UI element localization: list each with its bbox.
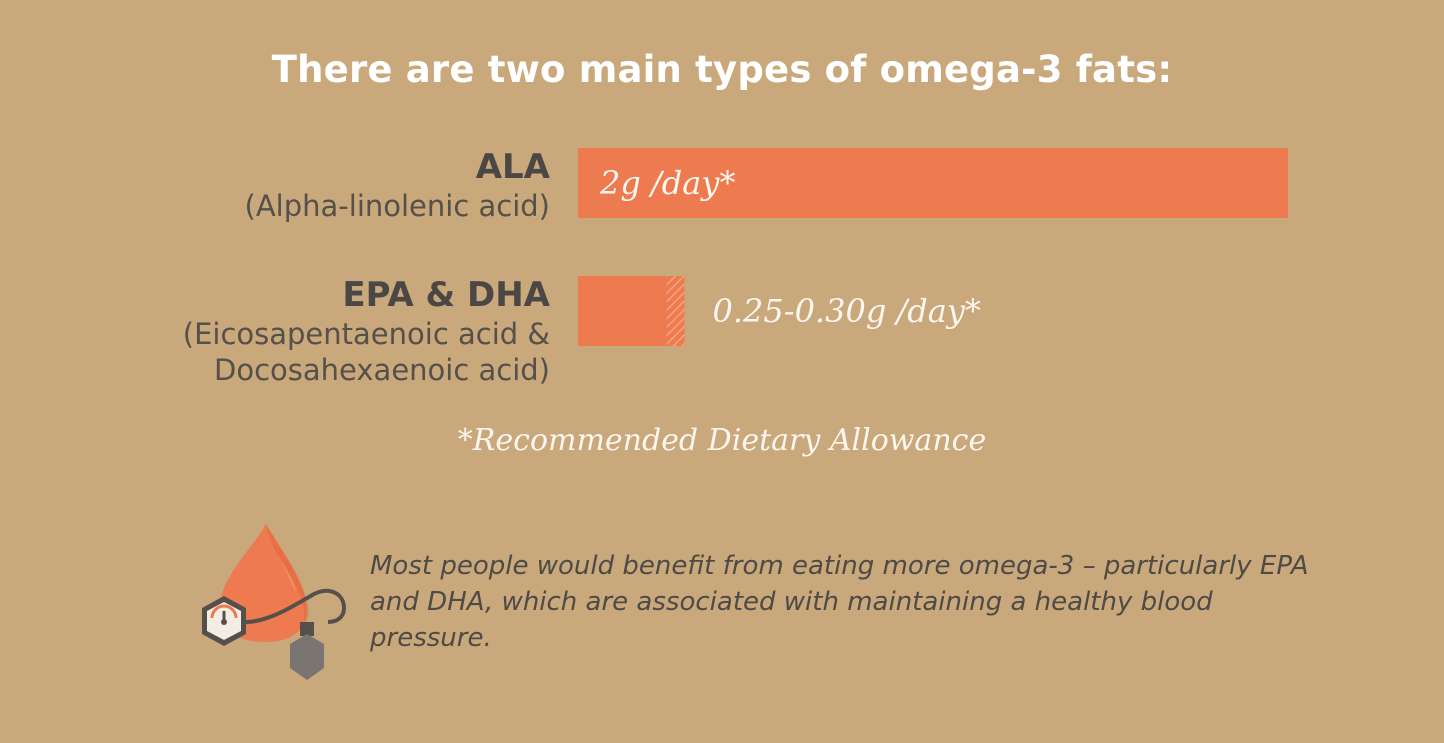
footnote: *Recommended Dietary Allowance — [457, 423, 987, 458]
category-full-name-line-2: Docosahexaenoic acid) — [214, 353, 550, 387]
category-label-epa-dha: EPA & DHA (Eicosapentaenoic acid & Docos… — [183, 274, 550, 388]
category-abbr: EPA & DHA — [342, 275, 550, 315]
pressure-gauge-icon — [202, 596, 246, 646]
blood-pressure-illustration — [202, 524, 347, 680]
page-title: There are two main types of omega-3 fats… — [271, 48, 1173, 91]
bar-0 — [578, 148, 1288, 218]
bar-value-label-0: 2g /day* — [599, 164, 735, 202]
bar-value-label-1: 0.25-0.30g /day* — [713, 292, 981, 330]
category-label-ala: ALA (Alpha-linolenic acid) — [245, 146, 550, 224]
category-full-name: (Eicosapentaenoic acid & — [182, 317, 550, 351]
bar-1 — [578, 276, 667, 346]
pump-bulb-icon — [245, 588, 347, 680]
category-abbr: ALA — [475, 147, 550, 187]
info-note: Most people would benefit from eating mo… — [370, 551, 1309, 653]
category-full-name: (Alpha-linolenic acid) — [244, 189, 550, 223]
bar-chart: 2g /day* 0.25-0.30g /day* — [578, 148, 1288, 346]
bar-range-1 — [666, 276, 685, 346]
